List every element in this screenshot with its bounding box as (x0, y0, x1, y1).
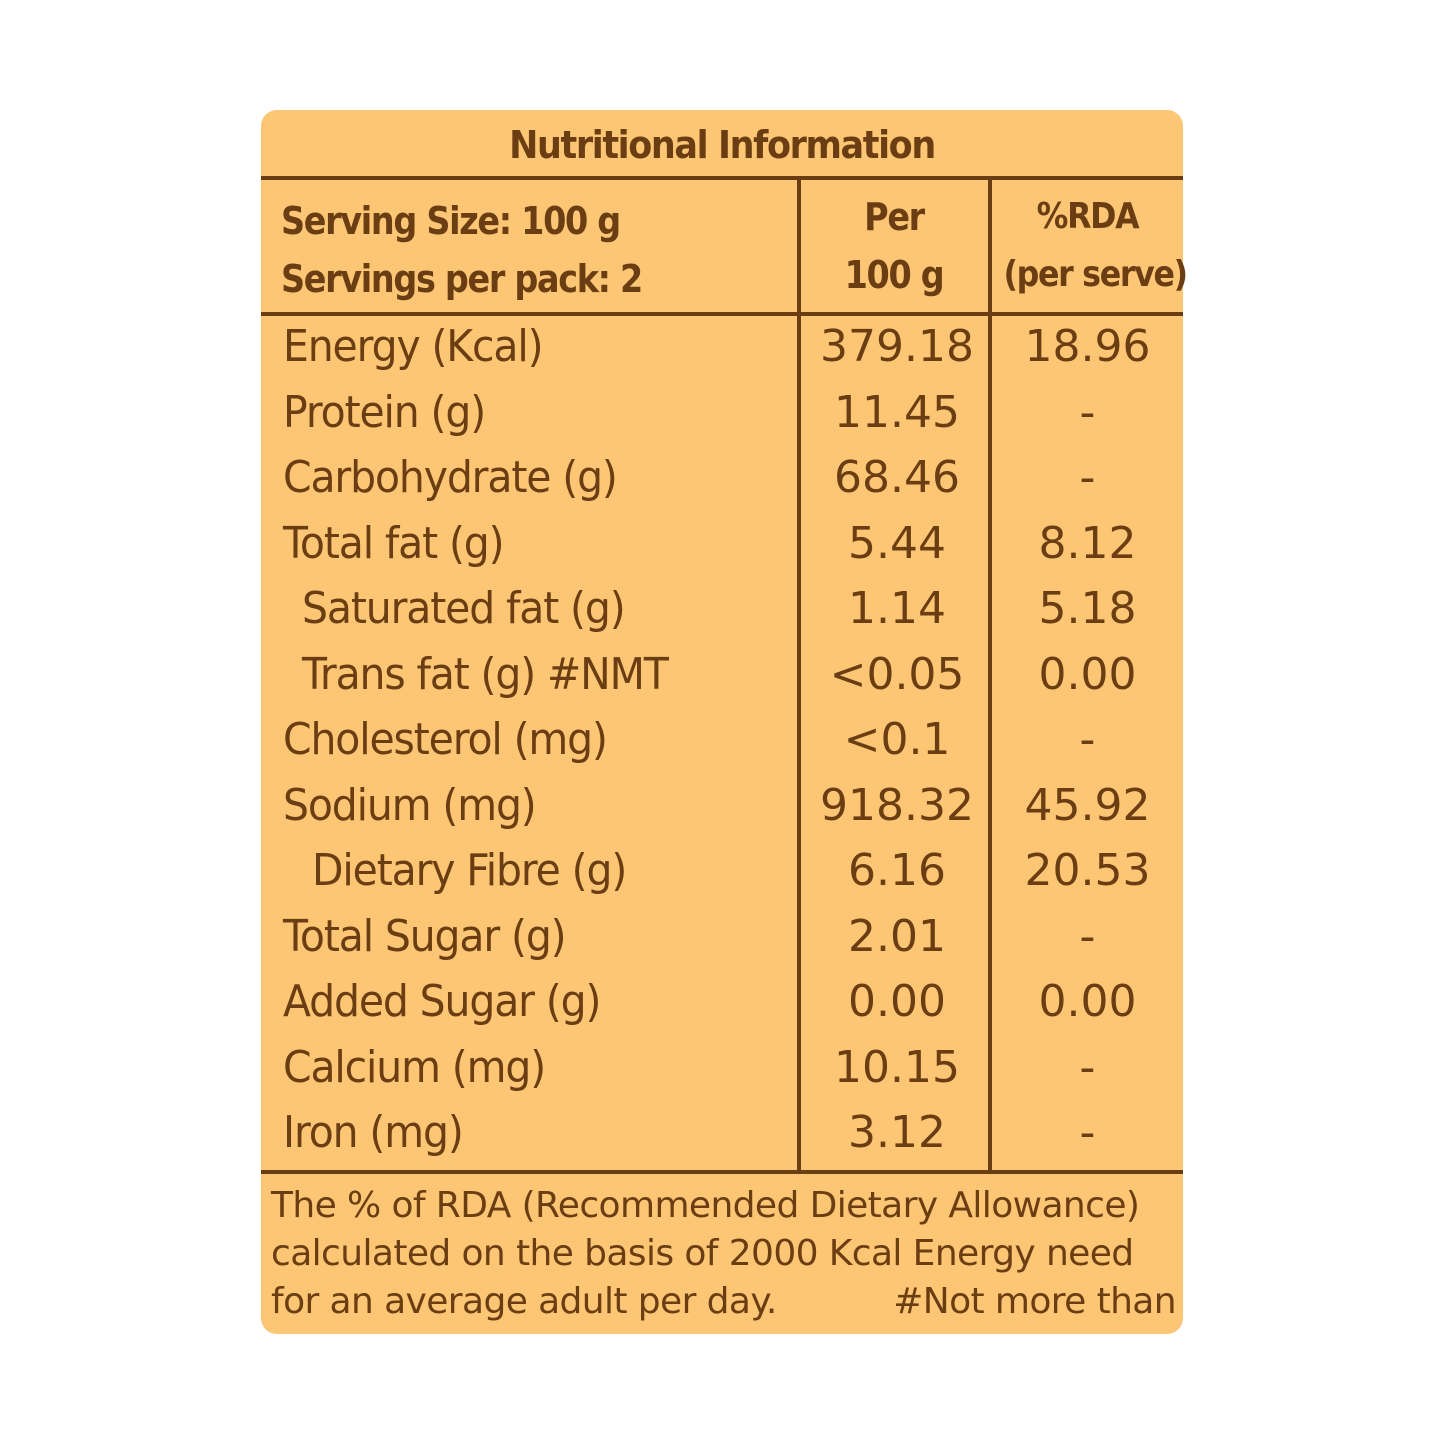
rda-value: 8.12 (1038, 517, 1137, 569)
rda-header: %RDA (per serve) (1003, 188, 1188, 304)
column-divider-1 (797, 178, 801, 1172)
rda-value: - (1079, 452, 1096, 503)
per-100g-value: 2.01 (848, 910, 946, 962)
rda-header-line1: %RDA (1036, 196, 1140, 237)
per-100g-value: 5.44 (848, 517, 946, 569)
rda-value: 45.92 (1024, 779, 1151, 831)
table-row: Total fat (g) 5.44 8.12 (261, 511, 1183, 577)
per-100g-value: 10.15 (834, 1041, 960, 1093)
nutrient-name: Saturated fat (g) (302, 583, 626, 634)
table-row: Trans fat (g) #NMT <0.05 0.00 (261, 642, 1183, 708)
per-100g-value: 6.16 (848, 845, 946, 896)
table-row: Protein (g) 11.45 - (261, 380, 1183, 446)
rda-value: - (1079, 1107, 1096, 1158)
rda-value: - (1079, 910, 1096, 962)
table-row: Cholesterol (mg) <0.1 - (261, 707, 1183, 773)
rda-value: 0.00 (1038, 976, 1137, 1027)
per-header-line1: Per (864, 195, 925, 239)
rda-value: 0.00 (1038, 648, 1137, 700)
divider-header (261, 312, 1183, 316)
table-row: Total Sugar (g) 2.01 - (261, 904, 1183, 970)
rda-footnote: The % of RDA (Recommended Dietary Allowa… (271, 1182, 1177, 1326)
nutrient-name: Calcium (mg) (283, 1041, 546, 1093)
rda-header-line2: (per serve) (1003, 254, 1188, 295)
nutrition-panel: Nutritional Information Serving Size: 10… (261, 110, 1188, 1334)
nutrient-name: Carbohydrate (g) (283, 452, 618, 503)
nutrient-name: Iron (mg) (283, 1107, 464, 1158)
table-row: Added Sugar (g) 0.00 0.00 (261, 969, 1183, 1035)
serving-size: Serving Size: 100 g (281, 199, 621, 243)
nutrient-name: Sodium (mg) (283, 779, 537, 831)
panel-title: Nutritional Information (509, 123, 936, 167)
per-100g-value: 68.46 (834, 452, 960, 503)
servings-per-pack: Servings per pack: 2 (281, 257, 643, 301)
footnote-line: calculated on the basis of 2000 Kcal Ene… (271, 1233, 1134, 1274)
table-row: Carbohydrate (g) 68.46 - (261, 445, 1183, 511)
rda-value: 20.53 (1024, 845, 1151, 896)
rda-value: 18.96 (1024, 321, 1151, 372)
footnote-line: The % of RDA (Recommended Dietary Allowa… (271, 1185, 1140, 1226)
rda-value: - (1079, 386, 1096, 438)
nmt-note: #Not more than (893, 1281, 1176, 1322)
per-header-line2: 100 g (844, 253, 945, 297)
nutrient-name: Dietary Fibre (g) (312, 845, 627, 896)
per-100g-value: 3.12 (848, 1107, 946, 1158)
footnote-line: for an average adult per day. (271, 1281, 777, 1322)
nutrient-name: Added Sugar (g) (283, 976, 601, 1027)
serving-info: Serving Size: 100 g Servings per pack: 2 (281, 192, 643, 308)
column-divider-2 (988, 178, 992, 1172)
nutrient-name: Trans fat (g) #NMT (302, 648, 669, 700)
nutrient-name: Protein (g) (283, 386, 486, 438)
rda-value: - (1079, 714, 1096, 765)
per-100g-value: 1.14 (848, 583, 946, 634)
footnote-last-line: for an average adult per day. #Not more … (271, 1278, 1177, 1326)
nutrient-name: Energy (Kcal) (283, 321, 544, 372)
table-row: Iron (mg) 3.12 - (261, 1100, 1183, 1166)
per-100g-value: <0.05 (829, 648, 965, 700)
nutrient-name: Total fat (g) (283, 517, 505, 569)
per-100g-value: <0.1 (843, 714, 951, 765)
nutrient-name: Total Sugar (g) (283, 910, 567, 962)
per-100g-value: 0.00 (848, 976, 946, 1027)
per-100g-header: Per 100 g (810, 188, 977, 304)
rda-value: 5.18 (1038, 583, 1137, 634)
table-row: Sodium (mg) 918.32 45.92 (261, 773, 1183, 839)
per-100g-value: 379.18 (820, 321, 974, 372)
rda-value: - (1079, 1041, 1096, 1093)
table-row: Saturated fat (g) 1.14 5.18 (261, 576, 1183, 642)
divider-footer (261, 1170, 1183, 1174)
table-row: Dietary Fibre (g) 6.16 20.53 (261, 838, 1183, 904)
table-row: Energy (Kcal) 379.18 18.96 (261, 314, 1183, 380)
table-row: Calcium (mg) 10.15 - (261, 1035, 1183, 1101)
nutrient-name: Cholesterol (mg) (283, 714, 608, 765)
per-100g-value: 918.32 (820, 779, 974, 831)
divider-title (261, 176, 1183, 180)
per-100g-value: 11.45 (834, 386, 960, 438)
